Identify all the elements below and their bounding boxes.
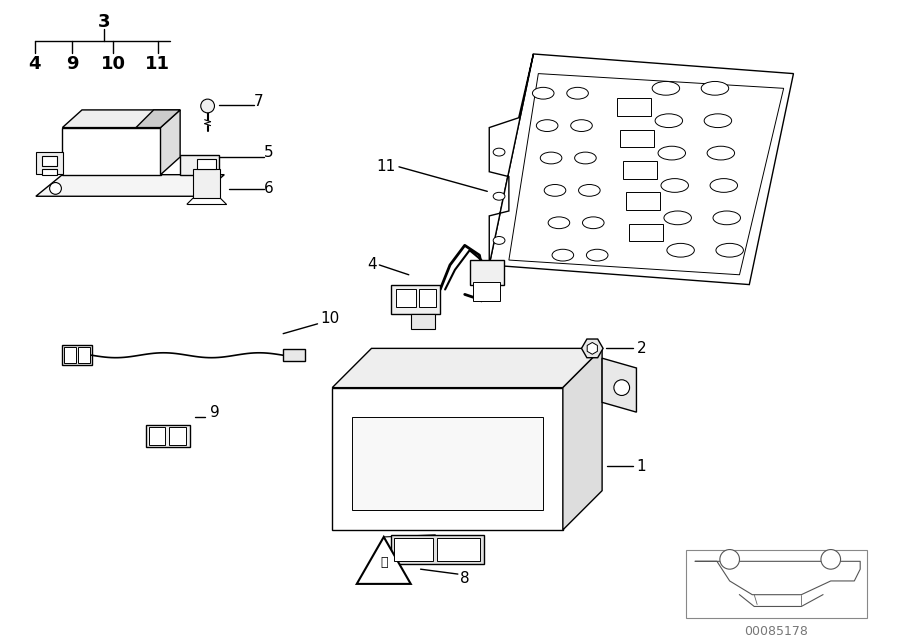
Circle shape <box>200 160 210 170</box>
Ellipse shape <box>493 192 505 200</box>
Bar <box>396 289 416 307</box>
Bar <box>418 289 436 307</box>
Text: 10: 10 <box>101 55 126 73</box>
Text: ✋: ✋ <box>380 556 388 569</box>
Polygon shape <box>490 54 794 285</box>
Circle shape <box>50 183 61 194</box>
Polygon shape <box>581 339 603 358</box>
Bar <box>78 347 90 363</box>
Ellipse shape <box>704 114 732 127</box>
Ellipse shape <box>533 87 554 99</box>
Polygon shape <box>587 343 598 354</box>
Bar <box>686 550 867 619</box>
Polygon shape <box>136 110 180 127</box>
Bar <box>623 161 657 178</box>
Polygon shape <box>490 54 534 265</box>
Polygon shape <box>332 348 602 388</box>
Text: 1: 1 <box>636 459 646 474</box>
Ellipse shape <box>536 120 558 131</box>
Text: 9: 9 <box>210 404 220 420</box>
Polygon shape <box>62 345 92 365</box>
Polygon shape <box>392 285 440 314</box>
Bar <box>620 129 654 147</box>
Ellipse shape <box>655 114 682 127</box>
Polygon shape <box>62 110 180 127</box>
Ellipse shape <box>574 152 596 164</box>
Ellipse shape <box>540 152 562 164</box>
Ellipse shape <box>667 243 695 257</box>
Bar <box>169 427 186 445</box>
Text: 7: 7 <box>254 94 264 108</box>
Bar <box>628 224 663 241</box>
Bar <box>197 159 216 169</box>
Text: 4: 4 <box>367 257 376 273</box>
Circle shape <box>614 380 630 396</box>
Text: 9: 9 <box>66 55 78 73</box>
Text: 11: 11 <box>377 159 396 175</box>
Ellipse shape <box>658 147 686 160</box>
Polygon shape <box>356 537 410 584</box>
Text: 10: 10 <box>320 311 339 326</box>
Polygon shape <box>146 425 190 447</box>
Bar <box>472 282 500 301</box>
Polygon shape <box>352 417 544 510</box>
Text: 00085178: 00085178 <box>744 626 808 637</box>
Polygon shape <box>410 314 436 329</box>
Text: 5: 5 <box>264 145 274 160</box>
Bar <box>626 192 660 210</box>
Polygon shape <box>160 110 180 175</box>
Ellipse shape <box>567 87 589 99</box>
Text: 6: 6 <box>264 181 274 196</box>
Ellipse shape <box>493 236 505 245</box>
Polygon shape <box>508 74 784 275</box>
Bar <box>36 152 63 174</box>
Ellipse shape <box>493 148 505 156</box>
Text: 4: 4 <box>29 55 41 73</box>
Circle shape <box>720 550 740 569</box>
Ellipse shape <box>571 120 592 131</box>
Ellipse shape <box>544 185 566 196</box>
Polygon shape <box>284 349 305 361</box>
Text: 8: 8 <box>460 571 470 587</box>
Circle shape <box>201 99 214 113</box>
Ellipse shape <box>552 249 573 261</box>
Polygon shape <box>180 155 220 175</box>
Polygon shape <box>392 535 484 564</box>
Ellipse shape <box>713 211 741 225</box>
Bar <box>64 347 76 363</box>
Ellipse shape <box>579 185 600 196</box>
Polygon shape <box>562 348 602 530</box>
Bar <box>193 169 220 198</box>
Polygon shape <box>62 127 160 175</box>
Ellipse shape <box>710 178 737 192</box>
Text: 3: 3 <box>97 13 110 31</box>
Ellipse shape <box>652 82 680 95</box>
Ellipse shape <box>582 217 604 229</box>
Polygon shape <box>470 260 504 285</box>
Ellipse shape <box>707 147 734 160</box>
Ellipse shape <box>701 82 729 95</box>
Ellipse shape <box>716 243 743 257</box>
Text: 2: 2 <box>636 341 646 356</box>
Bar <box>41 156 58 166</box>
Text: 11: 11 <box>145 55 170 73</box>
Bar <box>148 427 166 445</box>
Polygon shape <box>602 358 636 412</box>
Bar <box>394 538 433 561</box>
Circle shape <box>821 550 841 569</box>
Polygon shape <box>332 388 562 530</box>
Bar <box>616 98 652 116</box>
Bar <box>437 538 481 561</box>
Polygon shape <box>36 175 224 196</box>
Ellipse shape <box>661 178 688 192</box>
Ellipse shape <box>587 249 608 261</box>
Bar <box>41 169 58 175</box>
Ellipse shape <box>664 211 691 225</box>
Ellipse shape <box>548 217 570 229</box>
